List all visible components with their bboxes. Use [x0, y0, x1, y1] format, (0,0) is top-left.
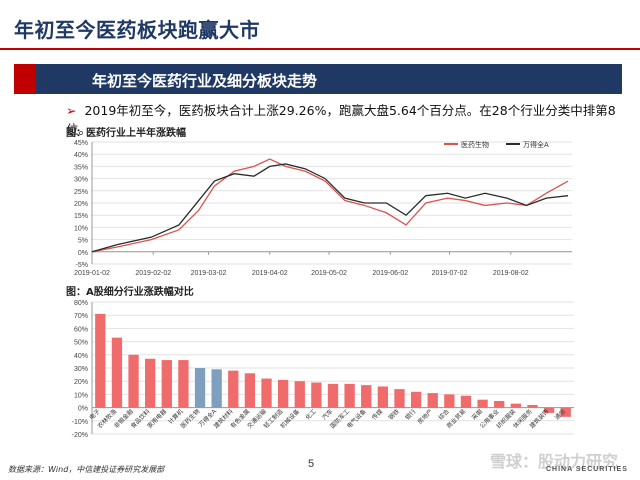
- summary-bullet: ➢ 2019年初至今，医药板块合计上涨29.26%，跑赢大盘5.64个百分点。在2…: [66, 100, 640, 138]
- bar-7: [211, 369, 222, 408]
- y-tick-label: 70%: [74, 313, 88, 320]
- y-tick-label: -5%: [76, 262, 88, 269]
- category-label: 汽车: [320, 407, 334, 421]
- bar-12: [294, 381, 305, 408]
- category-label: 钢铁: [387, 407, 401, 421]
- legend-label: 万得全A: [523, 140, 549, 149]
- bar-24: [494, 401, 505, 408]
- bar-14: [327, 383, 339, 408]
- arrow-bullet-icon: ➢: [66, 103, 77, 118]
- summary-text: 2019年初至今，医药板块合计上涨29.26%，跑赢大盘5.64个百分点。在28…: [66, 103, 616, 137]
- y-tick-label: 15%: [74, 213, 88, 220]
- bar-0: [95, 313, 106, 408]
- bar-20: [427, 393, 438, 408]
- y-tick-label: 25%: [74, 189, 88, 196]
- x-tick-label: 2019-05-02: [311, 270, 347, 277]
- y-tick-label: 10%: [74, 392, 88, 399]
- watermark: 雪球：股动力研究: [490, 452, 619, 471]
- x-tick-label: 2019-08-02: [493, 270, 529, 277]
- category-label: 化工: [304, 407, 318, 421]
- bar-23: [477, 399, 488, 408]
- x-tick-label: 2019-07-02: [432, 270, 468, 277]
- bar-4: [161, 360, 172, 408]
- x-tick-label: 2019-01-02: [74, 270, 110, 277]
- y-tick-label: 80%: [74, 300, 88, 307]
- line-chart: -5% 0% 5% 10% 15% 20% 25% 30% 35% 40% 45% 2019-01-0…: [74, 140, 572, 277]
- y-tick-label: 30%: [74, 366, 88, 373]
- logo-text: CHINA SECURITIES: [546, 466, 628, 473]
- bar-25: [510, 403, 521, 408]
- bar-8: [228, 370, 239, 408]
- bar-18: [394, 389, 405, 408]
- x-tick-label: 2019-03-02: [191, 270, 227, 277]
- y-tick-label: 35%: [74, 164, 88, 171]
- category-label: 银行: [403, 407, 417, 421]
- category-label: 传媒: [370, 407, 384, 421]
- y-tick-label: 20%: [74, 379, 88, 386]
- figure-1-label: 图：医药行业上半年涨跌幅: [66, 128, 186, 139]
- y-tick-label: 20%: [74, 201, 88, 208]
- y-tick-label: 0%: [78, 250, 88, 257]
- data-source: 数据来源：Wind，中信建投证券研究发展部: [8, 465, 165, 474]
- bar-5: [178, 360, 189, 408]
- bar-27: [543, 407, 555, 413]
- bar-2: [128, 354, 139, 408]
- series-line-pharma: [91, 158, 569, 253]
- category-label: 综合: [437, 407, 451, 421]
- y-tick-label: 5%: [78, 238, 88, 245]
- bar-21: [444, 394, 455, 408]
- bar-1: [111, 337, 123, 408]
- figure-2-label: 图：A股细分行业涨跌幅对比: [66, 287, 194, 298]
- bar-17: [377, 386, 389, 408]
- page-number: 5: [308, 458, 315, 470]
- y-tick-label: 45%: [74, 140, 88, 147]
- section-banner: 年初至今医药行业及细分板块走势: [14, 64, 622, 94]
- series-line-wind-a: [91, 163, 569, 253]
- y-tick-label: -20%: [72, 432, 88, 439]
- bar-15: [344, 383, 355, 408]
- bar-13: [311, 382, 322, 408]
- category-label: 采掘: [470, 407, 484, 421]
- bar-chart: -20%-10%0%10%20%30%40%50%60%70%80%电子农林牧渔…: [72, 300, 574, 439]
- y-tick-label: 40%: [74, 152, 88, 159]
- y-tick-label: 10%: [74, 225, 88, 232]
- y-tick-label: 0%: [78, 406, 88, 413]
- y-tick-label: 40%: [74, 353, 88, 360]
- page-title: 年初至今医药板块跑赢大市: [14, 18, 260, 42]
- bar-11: [277, 379, 289, 408]
- y-tick-label: 50%: [74, 340, 88, 347]
- banner-accent: [14, 64, 36, 94]
- title-divider: [0, 48, 640, 50]
- category-label: 房地产: [416, 407, 434, 425]
- bar-16: [361, 385, 372, 408]
- section-title: 年初至今医药行业及细分板块走势: [92, 72, 318, 90]
- category-label: 电子: [88, 407, 102, 421]
- bar-22: [460, 395, 472, 408]
- x-tick-label: 2019-06-02: [372, 270, 408, 277]
- x-tick-label: 2019-04-02: [252, 270, 288, 277]
- x-tick-label: 2019-02-02: [135, 270, 171, 277]
- bar-3: [145, 358, 156, 408]
- y-tick-label: 30%: [74, 177, 88, 184]
- bar-26: [527, 404, 538, 408]
- bar-28: [560, 407, 571, 417]
- y-tick-label: 60%: [74, 326, 88, 333]
- bar-6: [194, 368, 206, 408]
- bar-19: [410, 391, 422, 408]
- legend-label: 医药生物: [461, 140, 489, 149]
- bar-9: [244, 373, 256, 408]
- y-tick-label: -10%: [72, 419, 88, 426]
- bar-10: [261, 378, 272, 408]
